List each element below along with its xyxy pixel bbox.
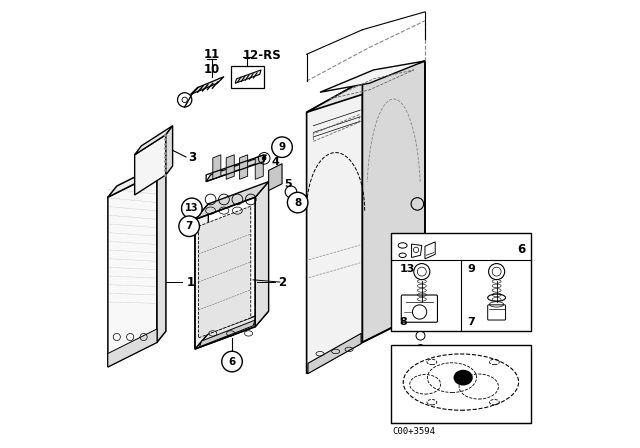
Text: 4: 4 <box>271 157 279 168</box>
Polygon shape <box>108 161 166 197</box>
Polygon shape <box>307 61 425 112</box>
Bar <box>230 66 264 88</box>
Polygon shape <box>255 181 269 327</box>
Polygon shape <box>200 320 255 347</box>
Polygon shape <box>235 70 261 83</box>
Text: 5: 5 <box>284 179 292 189</box>
Polygon shape <box>108 172 157 367</box>
Polygon shape <box>198 206 251 338</box>
Polygon shape <box>307 81 362 374</box>
Polygon shape <box>226 155 234 179</box>
Polygon shape <box>134 135 166 195</box>
Polygon shape <box>255 155 263 179</box>
Text: 13: 13 <box>185 203 198 213</box>
Circle shape <box>272 137 292 157</box>
Text: 7: 7 <box>468 317 476 327</box>
Polygon shape <box>206 155 266 181</box>
Text: 8: 8 <box>294 198 301 207</box>
Polygon shape <box>157 161 166 342</box>
Text: 11: 11 <box>204 48 220 61</box>
Polygon shape <box>191 77 224 95</box>
Bar <box>390 345 531 423</box>
Polygon shape <box>320 61 425 92</box>
Polygon shape <box>195 181 269 220</box>
Circle shape <box>182 198 202 219</box>
Circle shape <box>179 216 200 237</box>
Circle shape <box>262 156 266 160</box>
Text: 12-RS: 12-RS <box>243 49 282 62</box>
Polygon shape <box>195 204 209 349</box>
Text: 13: 13 <box>399 264 415 274</box>
Text: 9: 9 <box>468 264 476 274</box>
Text: 8: 8 <box>399 317 407 327</box>
Polygon shape <box>134 126 173 155</box>
Polygon shape <box>308 333 361 374</box>
Circle shape <box>287 192 308 213</box>
Polygon shape <box>239 155 248 179</box>
Text: 7: 7 <box>186 221 193 231</box>
Text: 9: 9 <box>278 142 285 152</box>
Polygon shape <box>166 126 173 175</box>
Polygon shape <box>108 329 157 367</box>
Circle shape <box>221 351 243 372</box>
Polygon shape <box>362 61 425 342</box>
Ellipse shape <box>454 370 472 385</box>
Polygon shape <box>269 164 282 190</box>
Text: C00+3594: C00+3594 <box>393 427 436 436</box>
Polygon shape <box>195 311 269 349</box>
Text: 1: 1 <box>186 276 195 289</box>
Text: 3: 3 <box>189 151 196 164</box>
Polygon shape <box>213 155 221 179</box>
Text: 10: 10 <box>204 64 220 77</box>
Text: 6: 6 <box>228 357 236 366</box>
Text: 6: 6 <box>517 243 525 256</box>
Text: 2: 2 <box>278 276 286 289</box>
Bar <box>390 233 531 331</box>
